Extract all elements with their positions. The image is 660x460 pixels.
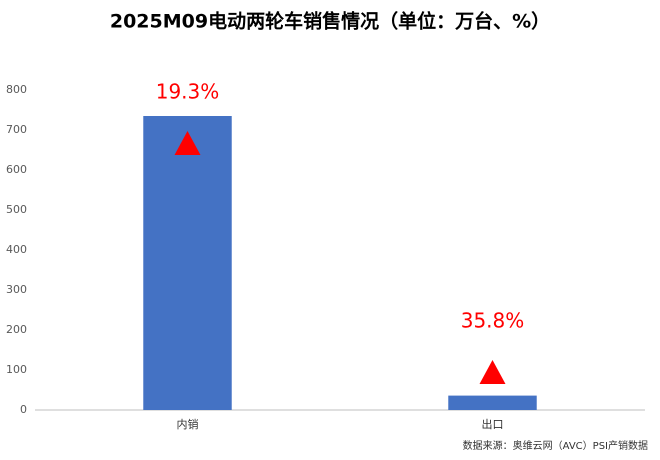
growth-label: 19.3%	[156, 80, 220, 104]
y-tick-label: 200	[6, 323, 27, 336]
chart-title: 2025M09电动两轮车销售情况（单位：万台、%）	[110, 10, 550, 33]
y-tick-label: 300	[6, 283, 27, 296]
y-tick-label: 0	[20, 403, 27, 416]
y-tick-label: 800	[6, 83, 27, 96]
x-tick-label: 内销	[177, 417, 199, 431]
bar	[143, 116, 232, 410]
up-arrow	[479, 360, 506, 384]
source-note: 数据来源：奥维云网（AVC）PSI产销数据	[463, 439, 648, 452]
x-tick-label: 出口	[482, 417, 504, 431]
y-tick-label: 100	[6, 363, 27, 376]
bar	[448, 395, 537, 410]
up-arrow	[174, 131, 201, 155]
y-tick-label: 700	[6, 123, 27, 136]
y-tick-label: 500	[6, 203, 27, 216]
y-tick-label: 600	[6, 163, 27, 176]
growth-label: 35.8%	[461, 309, 525, 333]
y-tick-label: 400	[6, 243, 27, 256]
